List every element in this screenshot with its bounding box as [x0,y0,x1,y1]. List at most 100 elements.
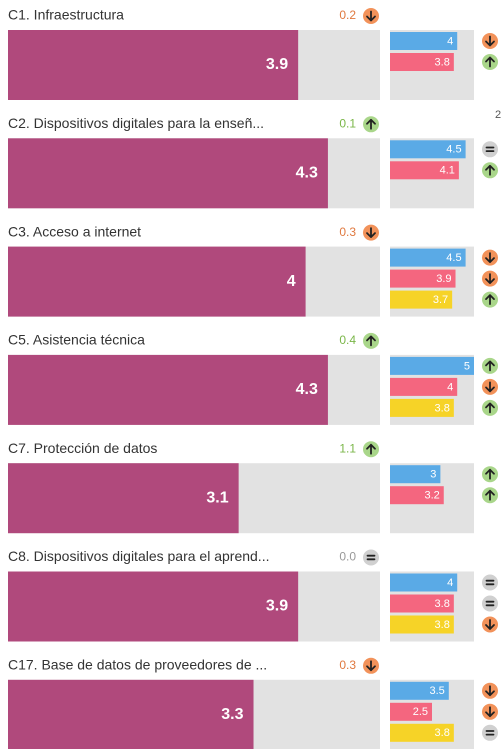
main-value: 3.1 [206,489,228,506]
row-label: C7. Protección de datos [8,440,157,456]
comparison-bar [390,161,459,180]
arrow-up [366,443,376,455]
comparison-bar [390,32,458,50]
comparison-value: 4.5 [446,144,461,156]
trend-icon [482,724,498,741]
comparison-bar [390,615,454,634]
delta-label: 0.0 [339,550,356,564]
arrow-up [485,56,495,68]
trend-icon [482,357,498,374]
comparison-bar [390,723,454,742]
comparison-bar [390,356,474,375]
comparison-bar [390,290,453,309]
trend-icon [482,291,498,308]
comparison-bar [390,140,466,159]
comparison-bar [390,681,449,700]
main-value: 4.3 [296,165,318,182]
main-value: 3.9 [266,598,288,615]
trend-icon [482,162,498,179]
trend-icon [482,466,498,483]
main-bar [8,138,328,209]
comparison-value: 3.8 [435,402,450,414]
comparison-value: 3.8 [435,56,450,68]
main-value: 3.3 [221,706,243,723]
comparison-bar [390,53,454,71]
arrow-up [485,164,495,176]
comparison-bar [390,248,466,267]
comparison-value: 3 [430,469,436,481]
arrow-up [366,118,376,130]
trend-icon [482,703,498,720]
row-label: C2. Dispositivos digitales para la enseñ… [8,115,264,131]
trend-icon [363,441,379,458]
icon-circle [363,549,379,566]
trend-icon [482,141,498,158]
main-bar [8,571,299,642]
trend-icon [482,682,498,699]
trend-icon [482,249,498,266]
trend-icon [363,332,379,349]
equal-sign [485,730,495,736]
arrow-up [485,360,495,372]
icon-circle [482,141,498,158]
comparison-bar [390,465,441,484]
row-label: C3. Acceso a internet [8,223,141,239]
trend-icon [482,270,498,287]
delta-label: 0.3 [339,225,356,239]
icon-circle [482,595,498,612]
equal-sign [485,146,495,153]
arrow-down [485,273,495,285]
trend-icon [482,574,498,591]
arrow-down [366,227,376,239]
trend-icon [482,33,498,49]
comparison-value: 3.5 [430,685,445,697]
row-label: C5. Asistencia técnica [8,332,145,348]
trend-icon [363,549,379,566]
trend-icon [482,378,498,395]
trend-icon [482,595,498,612]
comparison-bar [390,377,458,396]
comparison-bar [390,486,444,505]
row-label: C17. Base de datos de proveedores de ... [8,657,267,673]
trend-icon [363,657,379,674]
trend-icon [363,224,379,241]
arrow-down [366,10,376,22]
main-bar [8,679,254,749]
comparison-bar [390,594,454,613]
comparison-value: 5 [464,360,470,372]
comparison-bar [390,702,432,721]
comparison-value: 3.2 [424,490,439,502]
arrow-up [485,294,495,306]
equal-sign [366,554,376,561]
icon-circle [482,574,498,591]
trend-icon [482,399,498,416]
arrow-down [485,706,495,718]
arrow-down [366,660,376,672]
main-bar [8,30,299,100]
main-bar [8,354,328,425]
delta-label: 0.1 [339,116,356,130]
arrow-down [485,252,495,264]
side-note: 2 [495,109,501,121]
trend-icon [482,616,498,633]
comparison-bar [390,269,456,288]
delta-label: 0.2 [339,8,356,22]
arrow-down [485,381,495,393]
delta-label: 1.1 [339,441,356,455]
equal-sign [485,579,495,586]
arrow-up [485,402,495,414]
comparison-value: 3.8 [435,619,450,631]
row-label: C8. Dispositivos digitales para el apren… [8,548,269,564]
comparison-value: 3.8 [435,727,450,739]
comparison-value: 4 [447,381,453,393]
comparison-value: 3.8 [435,598,450,610]
arrow-down [485,35,495,47]
comparison-bar [390,573,458,592]
arrow-up [485,468,495,480]
delta-label: 0.4 [339,333,356,347]
trend-icon [482,487,498,504]
comparison-value: 4.1 [440,165,455,177]
comparison-value: 3.7 [433,294,448,306]
trend-icon [482,54,498,70]
